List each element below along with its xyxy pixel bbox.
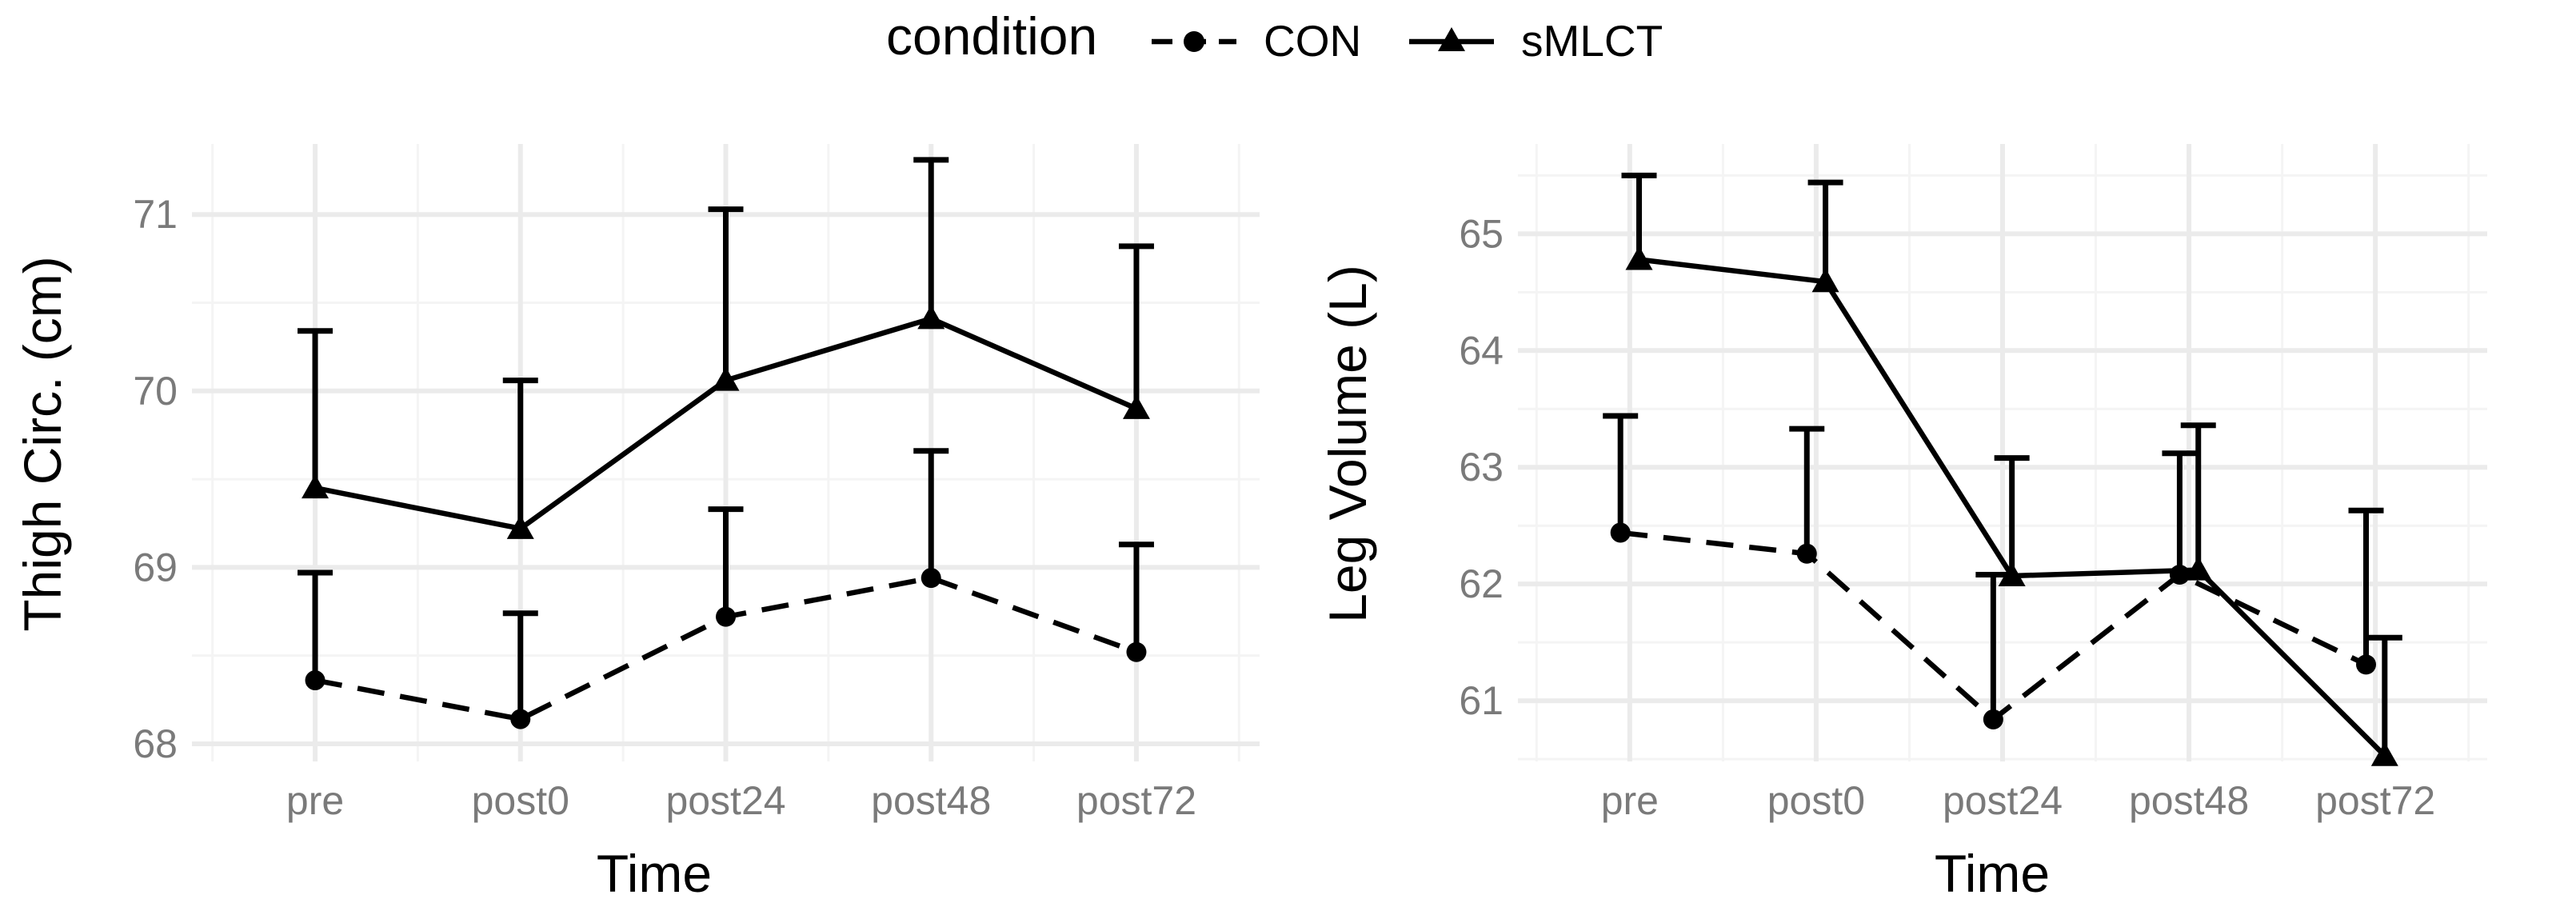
thigh-series [298,157,1154,729]
leg-smlct-point-post48 [2184,556,2212,581]
thigh-y-axis-title: Thigh Circ. (cm) [13,256,72,631]
thigh-smlct-point-pre [302,474,329,499]
leg-y-tick-62: 62 [1459,561,1504,606]
thigh-y-tick-69: 69 [133,545,178,589]
thigh-con-point-pre [305,670,325,691]
thigh-con-point-post48 [921,568,941,589]
leg-y-axis-title: Leg Volume (L) [1318,265,1377,623]
legend-title: condition [886,6,1097,66]
thigh-con-point-post24 [716,606,736,627]
thigh-smlct-point-post72 [1122,394,1150,419]
thigh-y-tick-71: 71 [133,192,178,237]
thigh-x-axis-title: Time [597,844,712,903]
leg-x-tick-pre: pre [1601,778,1659,823]
thigh-smlct-point-post0 [506,514,534,539]
legend-smlct-triangle-icon [1438,27,1465,51]
thigh-smlct-point-post24 [712,366,740,391]
leg-y-tick-63: 63 [1459,445,1504,489]
leg-x-tick-post24: post24 [1943,778,2063,823]
leg-smlct-point-post0 [1811,268,1839,293]
leg-x-tick-post72: post72 [2315,778,2435,823]
leg-x-axis-title: Time [1935,844,2050,903]
leg-x-tick-post48: post48 [2129,778,2249,823]
leg-series [1603,172,2402,766]
leg-con-point-pre [1610,522,1631,543]
legend-con-circle-icon [1184,31,1204,52]
leg-x-tick-labels: pre post0 post24 post48 post72 [1601,778,2436,823]
leg-con-point-post48 [2169,565,2190,585]
thigh-x-tick-pre: pre [286,778,344,823]
leg-volume-panel: 61 62 63 64 65 pre post0 post24 post48 post72 Ti… [1318,144,2487,903]
leg-y-tick-61: 61 [1459,678,1504,723]
leg-smlct-point-post24 [1998,561,2026,586]
thigh-x-tick-post48: post48 [871,778,991,823]
leg-y-tick-65: 65 [1459,211,1504,256]
thigh-x-tick-labels: pre post0 post24 post48 post72 [286,778,1196,823]
leg-y-tick-64: 64 [1459,328,1504,373]
thigh-x-tick-post24: post24 [665,778,785,823]
leg-con-point-post24 [1983,709,2003,729]
leg-con-point-post72 [2356,654,2376,675]
thigh-x-tick-post72: post72 [1076,778,1196,823]
thigh-con-point-post0 [510,709,531,729]
thigh-circ-panel: 68 69 70 71 pre post0 post24 post48 post72 Time… [13,144,1260,903]
legend-con-label: CON [1264,16,1361,66]
legend: condition CON sMLCT [886,6,1663,66]
legend-smlct-label: sMLCT [1521,16,1663,66]
leg-y-tick-labels: 61 62 63 64 65 [1459,211,1504,723]
thigh-x-tick-post0: post0 [472,778,569,823]
thigh-y-tick-70: 70 [133,369,178,414]
leg-x-tick-post0: post0 [1767,778,1865,823]
leg-major-grid [1518,144,2487,761]
thigh-y-tick-labels: 68 69 70 71 [133,192,178,766]
thigh-y-tick-68: 68 [133,721,178,766]
leg-smlct-point-pre [1625,246,1653,270]
thigh-con-point-post72 [1126,641,1147,662]
leg-smlct-point-post72 [2370,741,2398,766]
leg-con-point-post0 [1796,543,1817,564]
thigh-smlct-point-post48 [917,305,945,330]
